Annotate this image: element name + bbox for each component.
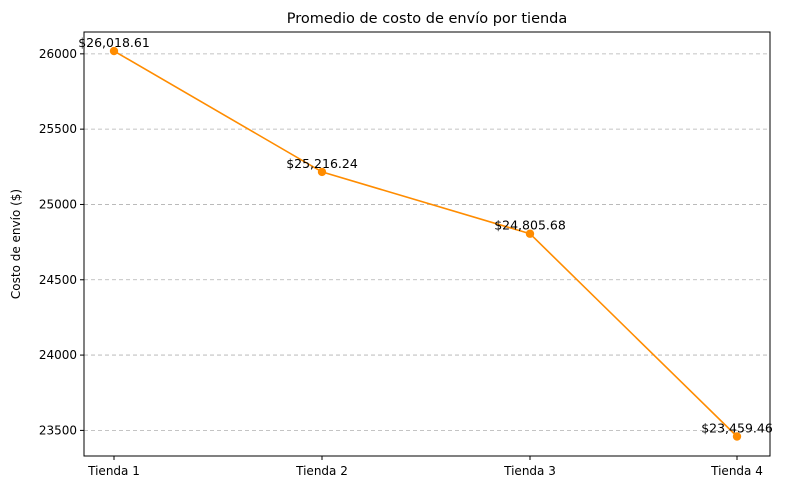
x-axis-ticks: Tienda 1 Tienda 2 Tienda 3 Tienda 4 (87, 456, 763, 478)
y-axis-label: Costo de envío ($) (9, 189, 23, 299)
x-tick-label-0: Tienda 1 (87, 464, 140, 478)
data-label-0: $26,018.61 (78, 35, 150, 50)
y-tick-label-5: 26000 (39, 47, 77, 61)
grid-lines (84, 53, 770, 431)
y-tick-label-2: 24500 (39, 273, 77, 287)
data-label-2: $24,805.68 (494, 218, 566, 233)
y-tick-label-4: 25500 (39, 122, 77, 136)
x-tick-label-3: Tienda 4 (710, 464, 763, 478)
data-label-1: $25,216.24 (286, 156, 358, 171)
y-axis-ticks: 23500 24000 24500 25000 25500 26000 (39, 47, 84, 437)
y-tick-label-0: 23500 (39, 423, 77, 437)
data-point-3 (732, 432, 742, 441)
data-labels: $26,018.61 $25,216.24 $24,805.68 $23,459.46 (78, 35, 773, 435)
data-label-3: $23,459.46 (701, 421, 773, 436)
series-line (113, 50, 738, 438)
chart-title: Promedio de costo de envío por tienda (287, 11, 568, 27)
data-points (109, 46, 742, 441)
y-tick-label-3: 25000 (39, 197, 77, 211)
data-point-0 (109, 46, 119, 56)
y-tick-label-1: 24000 (39, 348, 77, 362)
x-tick-label-1: Tienda 2 (295, 464, 348, 478)
data-point-2 (525, 229, 535, 238)
plot-area-frame (83, 31, 771, 457)
data-point-1 (317, 167, 327, 177)
x-tick-label-2: Tienda 3 (503, 464, 556, 478)
